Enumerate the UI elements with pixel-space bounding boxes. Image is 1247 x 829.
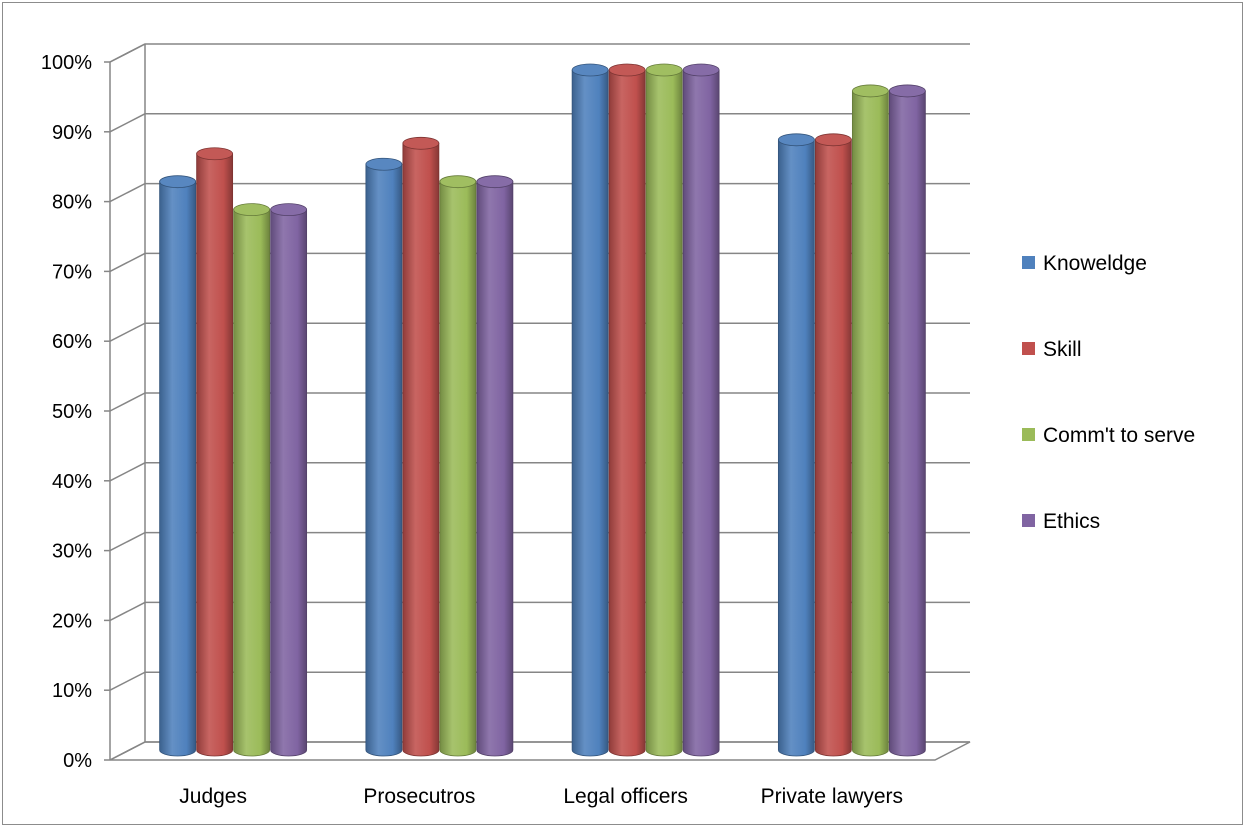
y-tick-label: 60% xyxy=(52,331,92,353)
legend-item: Comm't to serve xyxy=(1022,424,1195,447)
bar-cap xyxy=(814,133,852,147)
bar-cap xyxy=(402,136,440,150)
bar xyxy=(476,175,514,757)
legend: Knoweldge Skill Comm't to serve Ethics xyxy=(1022,252,1195,533)
y-tick-label: 30% xyxy=(52,541,92,563)
legend-swatch xyxy=(1022,428,1035,441)
bar-cap xyxy=(270,203,308,217)
bar-body xyxy=(814,139,852,757)
bar-cap xyxy=(851,84,889,98)
bar xyxy=(196,147,234,757)
x-axis-labels: Judges Prosecutros Legal officers Private l… xyxy=(179,785,903,808)
legend-swatch xyxy=(1022,342,1035,355)
legend-swatch xyxy=(1022,514,1035,527)
bar-body xyxy=(270,209,308,757)
bar-body xyxy=(608,69,646,757)
x-tick-label: Judges xyxy=(179,785,247,808)
y-tick-label: 20% xyxy=(52,610,92,632)
bar-cap xyxy=(645,63,683,77)
bar xyxy=(365,157,403,757)
y-tick-label: 40% xyxy=(52,471,92,493)
bar-cap xyxy=(365,157,403,171)
bar-body xyxy=(476,181,514,757)
bar xyxy=(888,84,926,757)
legend-label: Ethics xyxy=(1043,510,1100,533)
bar-body xyxy=(365,163,403,757)
bar xyxy=(439,175,477,757)
bar-body xyxy=(888,90,926,757)
x-tick-label: Prosecutros xyxy=(363,785,475,808)
y-tick-label: 80% xyxy=(52,192,92,214)
bar xyxy=(233,203,271,757)
x-tick-label: Legal officers xyxy=(563,785,688,808)
bar-body xyxy=(571,69,609,757)
bar xyxy=(814,133,852,757)
bar xyxy=(851,84,889,757)
legend-label: Comm't to serve xyxy=(1043,424,1195,447)
bar-body xyxy=(196,153,234,757)
bar-cap xyxy=(888,84,926,98)
bar-body xyxy=(682,69,720,757)
bar-cap xyxy=(777,133,815,147)
bar-cap xyxy=(682,63,720,77)
legend-label: Skill xyxy=(1043,338,1082,361)
legend-item: Knoweldge xyxy=(1022,252,1147,275)
bars xyxy=(159,63,926,757)
bar-cap xyxy=(439,175,477,189)
legend-label: Knoweldge xyxy=(1043,252,1147,275)
bar xyxy=(159,175,197,757)
y-tick-label: 70% xyxy=(52,261,92,283)
gridline xyxy=(109,113,970,133)
gridline xyxy=(109,43,970,63)
y-tick-label: 10% xyxy=(52,680,92,702)
bar-body xyxy=(159,181,197,757)
y-tick-label: 100% xyxy=(41,52,92,74)
bar xyxy=(571,63,609,757)
bar xyxy=(402,136,440,757)
bar-body xyxy=(233,209,271,757)
bar-body xyxy=(777,139,815,757)
legend-item: Skill xyxy=(1022,338,1082,361)
bar-cap xyxy=(476,175,514,189)
legend-item: Ethics xyxy=(1022,510,1100,533)
bar-cap xyxy=(233,203,271,217)
bar-body xyxy=(645,69,683,757)
bar-cap xyxy=(196,147,234,161)
bar xyxy=(777,133,815,757)
bar-body xyxy=(402,142,440,757)
bar-cap xyxy=(608,63,646,77)
bar xyxy=(270,203,308,757)
y-tick-label: 90% xyxy=(52,122,92,144)
bar-body xyxy=(439,181,477,757)
bar xyxy=(608,63,646,757)
y-tick-label: 0% xyxy=(63,750,92,772)
y-axis-ticks: 0% 10% 20% 30% 40% 50% 60% 70% 80% 90% 100% xyxy=(41,52,110,772)
bar-body xyxy=(851,90,889,757)
legend-swatch xyxy=(1022,256,1035,269)
bar-cap xyxy=(159,175,197,189)
bar xyxy=(645,63,683,757)
y-tick-label: 50% xyxy=(52,401,92,423)
x-tick-label: Private lawyers xyxy=(761,785,903,808)
bar-cap xyxy=(571,63,609,77)
bar xyxy=(682,63,720,757)
